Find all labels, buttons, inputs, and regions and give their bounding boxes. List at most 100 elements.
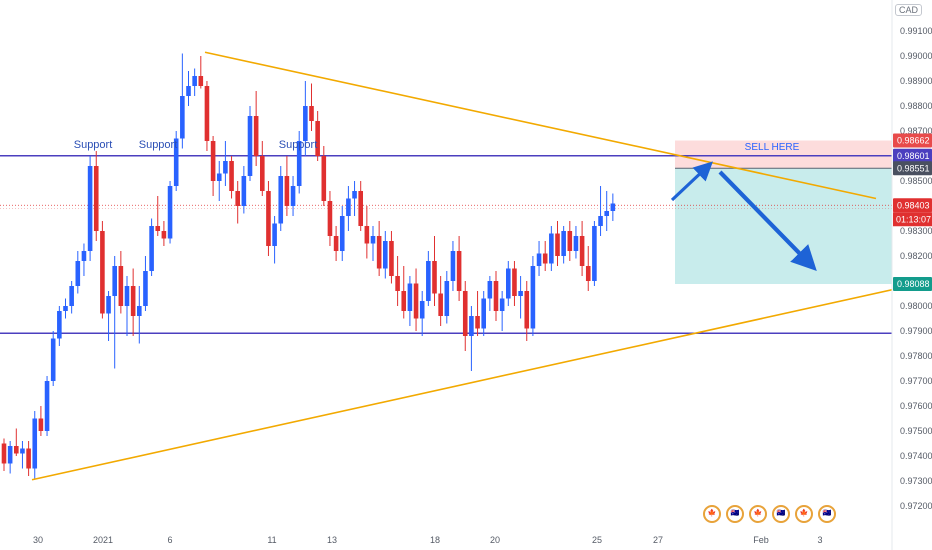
event-flag-icon[interactable]: 🍁 [795,505,813,523]
candle-body[interactable] [315,121,320,156]
candle-body[interactable] [493,281,499,311]
candle-body[interactable] [530,266,536,329]
candle-body[interactable] [475,316,480,329]
candle-body[interactable] [321,156,327,201]
event-flag-icon[interactable]: 🍁 [703,505,721,523]
candle-body[interactable] [456,251,462,291]
candle-body[interactable] [229,161,234,191]
price-axis[interactable]: 0.991000.990000.989000.988000.987000.986… [891,0,932,550]
candle-body[interactable] [143,271,148,306]
candle-body[interactable] [180,96,185,139]
candle-body[interactable] [512,268,517,297]
event-flag-icon[interactable]: 🍁 [749,505,767,523]
currency-badge[interactable]: CAD [894,4,922,16]
candle-body[interactable] [303,106,308,141]
candle-body[interactable] [432,261,437,294]
candle-body[interactable] [57,311,62,339]
candle-body[interactable] [364,226,370,244]
candle-body[interactable] [346,198,351,217]
candle-body[interactable] [450,251,456,281]
candle-body[interactable] [524,291,530,329]
candle-body[interactable] [413,283,419,319]
candle-body[interactable] [44,381,50,431]
candle-body[interactable] [278,176,284,224]
candle-body[interactable] [241,176,247,206]
candle-body[interactable] [358,191,363,226]
candle-body[interactable] [327,201,333,236]
candle-body[interactable] [106,296,111,314]
candle-body[interactable] [339,216,345,251]
candle-body[interactable] [186,86,191,96]
candle-body[interactable] [32,418,38,469]
candle-body[interactable] [69,286,74,306]
candle-body[interactable] [499,298,505,312]
candle-body[interactable] [14,446,19,454]
candle-body[interactable] [112,266,117,296]
candle-body[interactable] [401,291,407,311]
candle-body[interactable] [506,268,511,299]
time-axis[interactable]: 30 2021 6 11 13 18 20 25 27 Feb 3 [33,535,823,545]
candle-body[interactable] [149,226,154,271]
candle-body[interactable] [426,261,431,301]
event-flag-icon[interactable]: 🇦🇺 [818,505,836,523]
candle-body[interactable] [395,276,400,291]
candle-body[interactable] [272,223,277,247]
candle-body[interactable] [173,138,179,187]
candle-body[interactable] [192,76,197,86]
candle-body[interactable] [610,203,616,212]
candle-body[interactable] [235,191,240,206]
candle-body[interactable] [284,176,290,206]
candle-body[interactable] [604,211,609,216]
candle-body[interactable] [481,298,486,329]
candle-body[interactable] [579,236,585,266]
candle-body[interactable] [536,253,542,267]
candle-body[interactable] [444,281,450,316]
candle-body[interactable] [567,231,573,251]
candle-body[interactable] [50,338,56,382]
candle-body[interactable] [469,316,474,336]
candle-body[interactable] [555,233,560,257]
candle-body[interactable] [266,191,271,246]
candle-body[interactable] [561,231,566,256]
candle-body[interactable] [407,283,413,312]
candle-body[interactable] [352,191,357,199]
candle-body[interactable] [585,266,591,281]
candle-body[interactable] [290,186,296,206]
candle-body[interactable] [87,166,93,251]
candle-body[interactable] [75,261,81,286]
candle-body[interactable] [309,106,314,121]
candle-body[interactable] [247,116,253,176]
candle-body[interactable] [592,226,597,281]
candle-body[interactable] [155,226,161,231]
event-flag-icon[interactable]: 🇦🇺 [726,505,744,523]
candle-body[interactable] [438,293,443,317]
candle-body[interactable] [260,156,265,191]
economic-events[interactable]: 🍁 🇦🇺 🍁 🇦🇺 🍁 🇦🇺 [703,505,836,523]
candle-body[interactable] [253,116,259,156]
candle-body[interactable] [216,173,222,182]
candle-body[interactable] [518,291,523,296]
candle-body[interactable] [419,301,425,319]
candle-body[interactable] [161,231,167,239]
candle-body[interactable] [38,418,44,432]
candle-body[interactable] [389,241,394,276]
candle-body[interactable] [549,233,554,264]
candle-body[interactable] [383,241,388,269]
candle-body[interactable] [63,306,68,311]
candle-body[interactable] [598,216,603,226]
event-flag-icon[interactable]: 🇦🇺 [772,505,790,523]
candle-body[interactable] [130,286,136,316]
candle-body[interactable] [376,236,382,269]
candle-body[interactable] [462,291,468,336]
candle-body[interactable] [7,446,13,464]
candle-body[interactable] [81,251,87,261]
candle-body[interactable] [370,236,376,244]
candle-body[interactable] [137,306,142,316]
candle-body[interactable] [333,236,339,251]
candle-body[interactable] [20,448,25,454]
candle-body[interactable] [26,448,31,469]
candles-group[interactable] [1,53,616,479]
candle-body[interactable] [1,443,7,464]
candle-body[interactable] [296,141,302,186]
